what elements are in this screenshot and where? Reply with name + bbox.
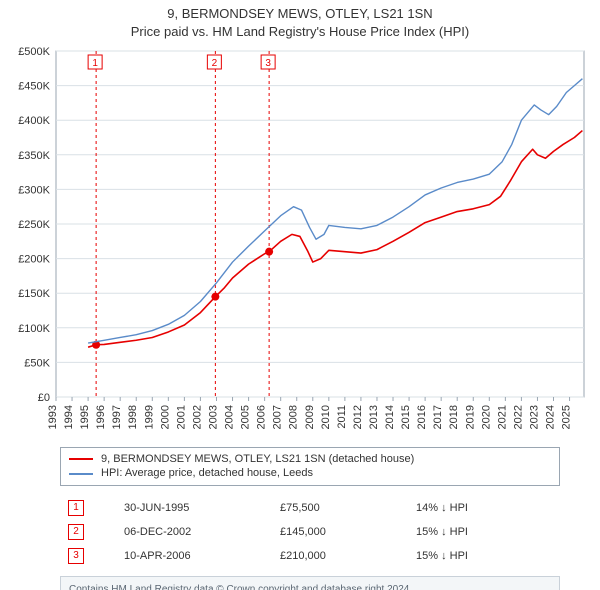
svg-text:2023: 2023 bbox=[528, 405, 540, 429]
svg-text:2024: 2024 bbox=[545, 405, 557, 429]
svg-text:1993: 1993 bbox=[47, 405, 59, 429]
svg-text:2001: 2001 bbox=[175, 405, 187, 429]
svg-text:2019: 2019 bbox=[464, 405, 476, 429]
svg-text:£350K: £350K bbox=[18, 149, 50, 161]
legend-label: HPI: Average price, detached house, Leed… bbox=[101, 466, 313, 481]
svg-text:2012: 2012 bbox=[352, 405, 364, 429]
legend: 9, BERMONDSEY MEWS, OTLEY, LS21 1SN (det… bbox=[60, 447, 560, 487]
attribution: Contains HM Land Registry data © Crown c… bbox=[60, 576, 560, 590]
svg-text:2021: 2021 bbox=[496, 405, 508, 429]
svg-text:2025: 2025 bbox=[561, 405, 573, 429]
legend-label: 9, BERMONDSEY MEWS, OTLEY, LS21 1SN (det… bbox=[101, 452, 414, 467]
marker-badge: 1 bbox=[68, 500, 84, 516]
marker-date: 06-DEC-2002 bbox=[116, 520, 272, 544]
svg-text:2020: 2020 bbox=[480, 405, 492, 429]
attribution-line: Contains HM Land Registry data © Crown c… bbox=[69, 583, 551, 590]
marker-delta: 15% ↓ HPI bbox=[408, 520, 560, 544]
marker-date: 10-APR-2006 bbox=[116, 544, 272, 568]
chart-svg: £0 £50K £100K £150K £200K £250K £300K £350K £400… bbox=[0, 41, 600, 441]
marker-delta: 15% ↓ HPI bbox=[408, 544, 560, 568]
svg-text:2000: 2000 bbox=[159, 405, 171, 429]
svg-text:2004: 2004 bbox=[224, 405, 236, 429]
svg-text:2009: 2009 bbox=[304, 405, 316, 429]
svg-text:£50K: £50K bbox=[24, 357, 50, 369]
svg-text:1996: 1996 bbox=[95, 405, 107, 429]
svg-text:2005: 2005 bbox=[240, 405, 252, 429]
svg-text:2017: 2017 bbox=[432, 405, 444, 429]
svg-text:£200K: £200K bbox=[18, 253, 50, 265]
legend-swatch bbox=[69, 458, 93, 460]
svg-text:2010: 2010 bbox=[320, 405, 332, 429]
marker-row: 3 10-APR-2006£210,00015% ↓ HPI bbox=[60, 544, 560, 568]
svg-text:3: 3 bbox=[265, 58, 271, 69]
svg-text:2006: 2006 bbox=[256, 405, 268, 429]
svg-text:2: 2 bbox=[212, 58, 218, 69]
svg-text:2022: 2022 bbox=[512, 405, 524, 429]
svg-text:£450K: £450K bbox=[18, 80, 50, 92]
svg-text:2016: 2016 bbox=[416, 405, 428, 429]
svg-text:1998: 1998 bbox=[127, 405, 139, 429]
svg-text:2002: 2002 bbox=[191, 405, 203, 429]
svg-text:£500K: £500K bbox=[18, 46, 50, 58]
marker-row: 1 30-JUN-1995£75,50014% ↓ HPI bbox=[60, 496, 560, 520]
svg-text:£400K: £400K bbox=[18, 115, 50, 127]
svg-text:1994: 1994 bbox=[63, 405, 75, 429]
marker-price: £75,500 bbox=[272, 496, 408, 520]
svg-text:1: 1 bbox=[92, 58, 98, 69]
legend-swatch bbox=[69, 473, 93, 475]
svg-text:2014: 2014 bbox=[384, 405, 396, 429]
marker-price: £145,000 bbox=[272, 520, 408, 544]
svg-text:£100K: £100K bbox=[18, 322, 50, 334]
price-chart: £0 £50K £100K £150K £200K £250K £300K £350K £400… bbox=[0, 41, 600, 441]
marker-table: 1 30-JUN-1995£75,50014% ↓ HPI 2 06-DEC-2002… bbox=[60, 496, 560, 568]
marker-delta: 14% ↓ HPI bbox=[408, 496, 560, 520]
svg-text:£0: £0 bbox=[38, 392, 50, 404]
svg-text:2018: 2018 bbox=[448, 405, 460, 429]
legend-item: 9, BERMONDSEY MEWS, OTLEY, LS21 1SN (det… bbox=[69, 452, 551, 467]
marker-price: £210,000 bbox=[272, 544, 408, 568]
marker-row: 2 06-DEC-2002£145,00015% ↓ HPI bbox=[60, 520, 560, 544]
svg-text:1995: 1995 bbox=[79, 405, 91, 429]
svg-text:2011: 2011 bbox=[336, 405, 348, 429]
svg-text:2003: 2003 bbox=[207, 405, 219, 429]
svg-text:1999: 1999 bbox=[143, 405, 155, 429]
page-subtitle: Price paid vs. HM Land Registry's House … bbox=[0, 24, 600, 40]
svg-text:2015: 2015 bbox=[400, 405, 412, 429]
marker-badge: 3 bbox=[68, 548, 84, 564]
page-title: 9, BERMONDSEY MEWS, OTLEY, LS21 1SN bbox=[0, 6, 600, 22]
svg-text:2013: 2013 bbox=[368, 405, 380, 429]
svg-text:£250K: £250K bbox=[18, 219, 50, 231]
svg-text:2007: 2007 bbox=[272, 405, 284, 429]
svg-text:2008: 2008 bbox=[288, 405, 300, 429]
legend-item: HPI: Average price, detached house, Leed… bbox=[69, 466, 551, 481]
marker-date: 30-JUN-1995 bbox=[116, 496, 272, 520]
svg-text:1997: 1997 bbox=[111, 405, 123, 429]
svg-text:£150K: £150K bbox=[18, 288, 50, 300]
svg-text:£300K: £300K bbox=[18, 184, 50, 196]
marker-badge: 2 bbox=[68, 524, 84, 540]
